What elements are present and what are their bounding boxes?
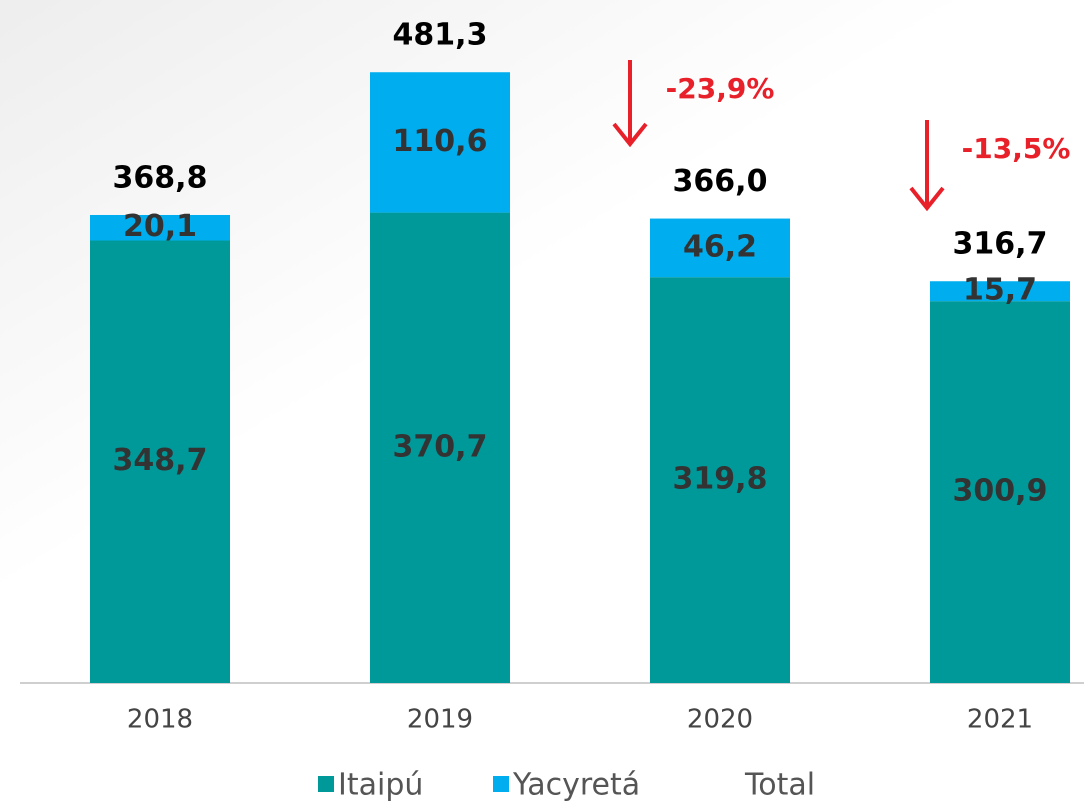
annotation: -23,9%: [666, 72, 775, 105]
data-label: 300,9: [953, 474, 1048, 509]
bar-segment: [650, 277, 790, 683]
bar-segment: [370, 72, 510, 213]
bar-segment: [90, 214, 230, 241]
data-label: 110,6: [393, 124, 488, 159]
legend-swatch: [493, 776, 509, 792]
bar-segment: [930, 301, 1070, 683]
bar-segment: [370, 212, 510, 683]
bar-segment: [930, 281, 1070, 302]
data-label: 319,8: [673, 462, 768, 497]
data-label: 15,7: [963, 273, 1037, 308]
total-label: 481,3: [393, 18, 488, 53]
annotation: -13,5%: [962, 132, 1071, 165]
legend-label: Itaipú: [338, 768, 423, 803]
x-tick-label: 2020: [687, 705, 753, 735]
total-label: 316,7: [953, 227, 1048, 262]
total-label: 368,8: [113, 160, 208, 195]
arrow: [612, 60, 648, 148]
data-label: 370,7: [393, 429, 488, 464]
legend-label: Total: [744, 768, 815, 803]
x-tick-label: 2019: [407, 705, 473, 735]
data-label: 20,1: [123, 209, 197, 244]
x-tick-label: 2018: [127, 705, 193, 735]
legend-label: Yacyretá: [512, 768, 640, 803]
arrow: [909, 120, 945, 212]
data-label: 46,2: [683, 229, 757, 264]
bar-segment: [90, 240, 230, 683]
bar-segment: [650, 218, 790, 278]
legend-swatch: [318, 776, 334, 792]
x-tick-label: 2021: [967, 705, 1033, 735]
data-label: 348,7: [113, 443, 208, 478]
total-label: 366,0: [673, 164, 768, 199]
